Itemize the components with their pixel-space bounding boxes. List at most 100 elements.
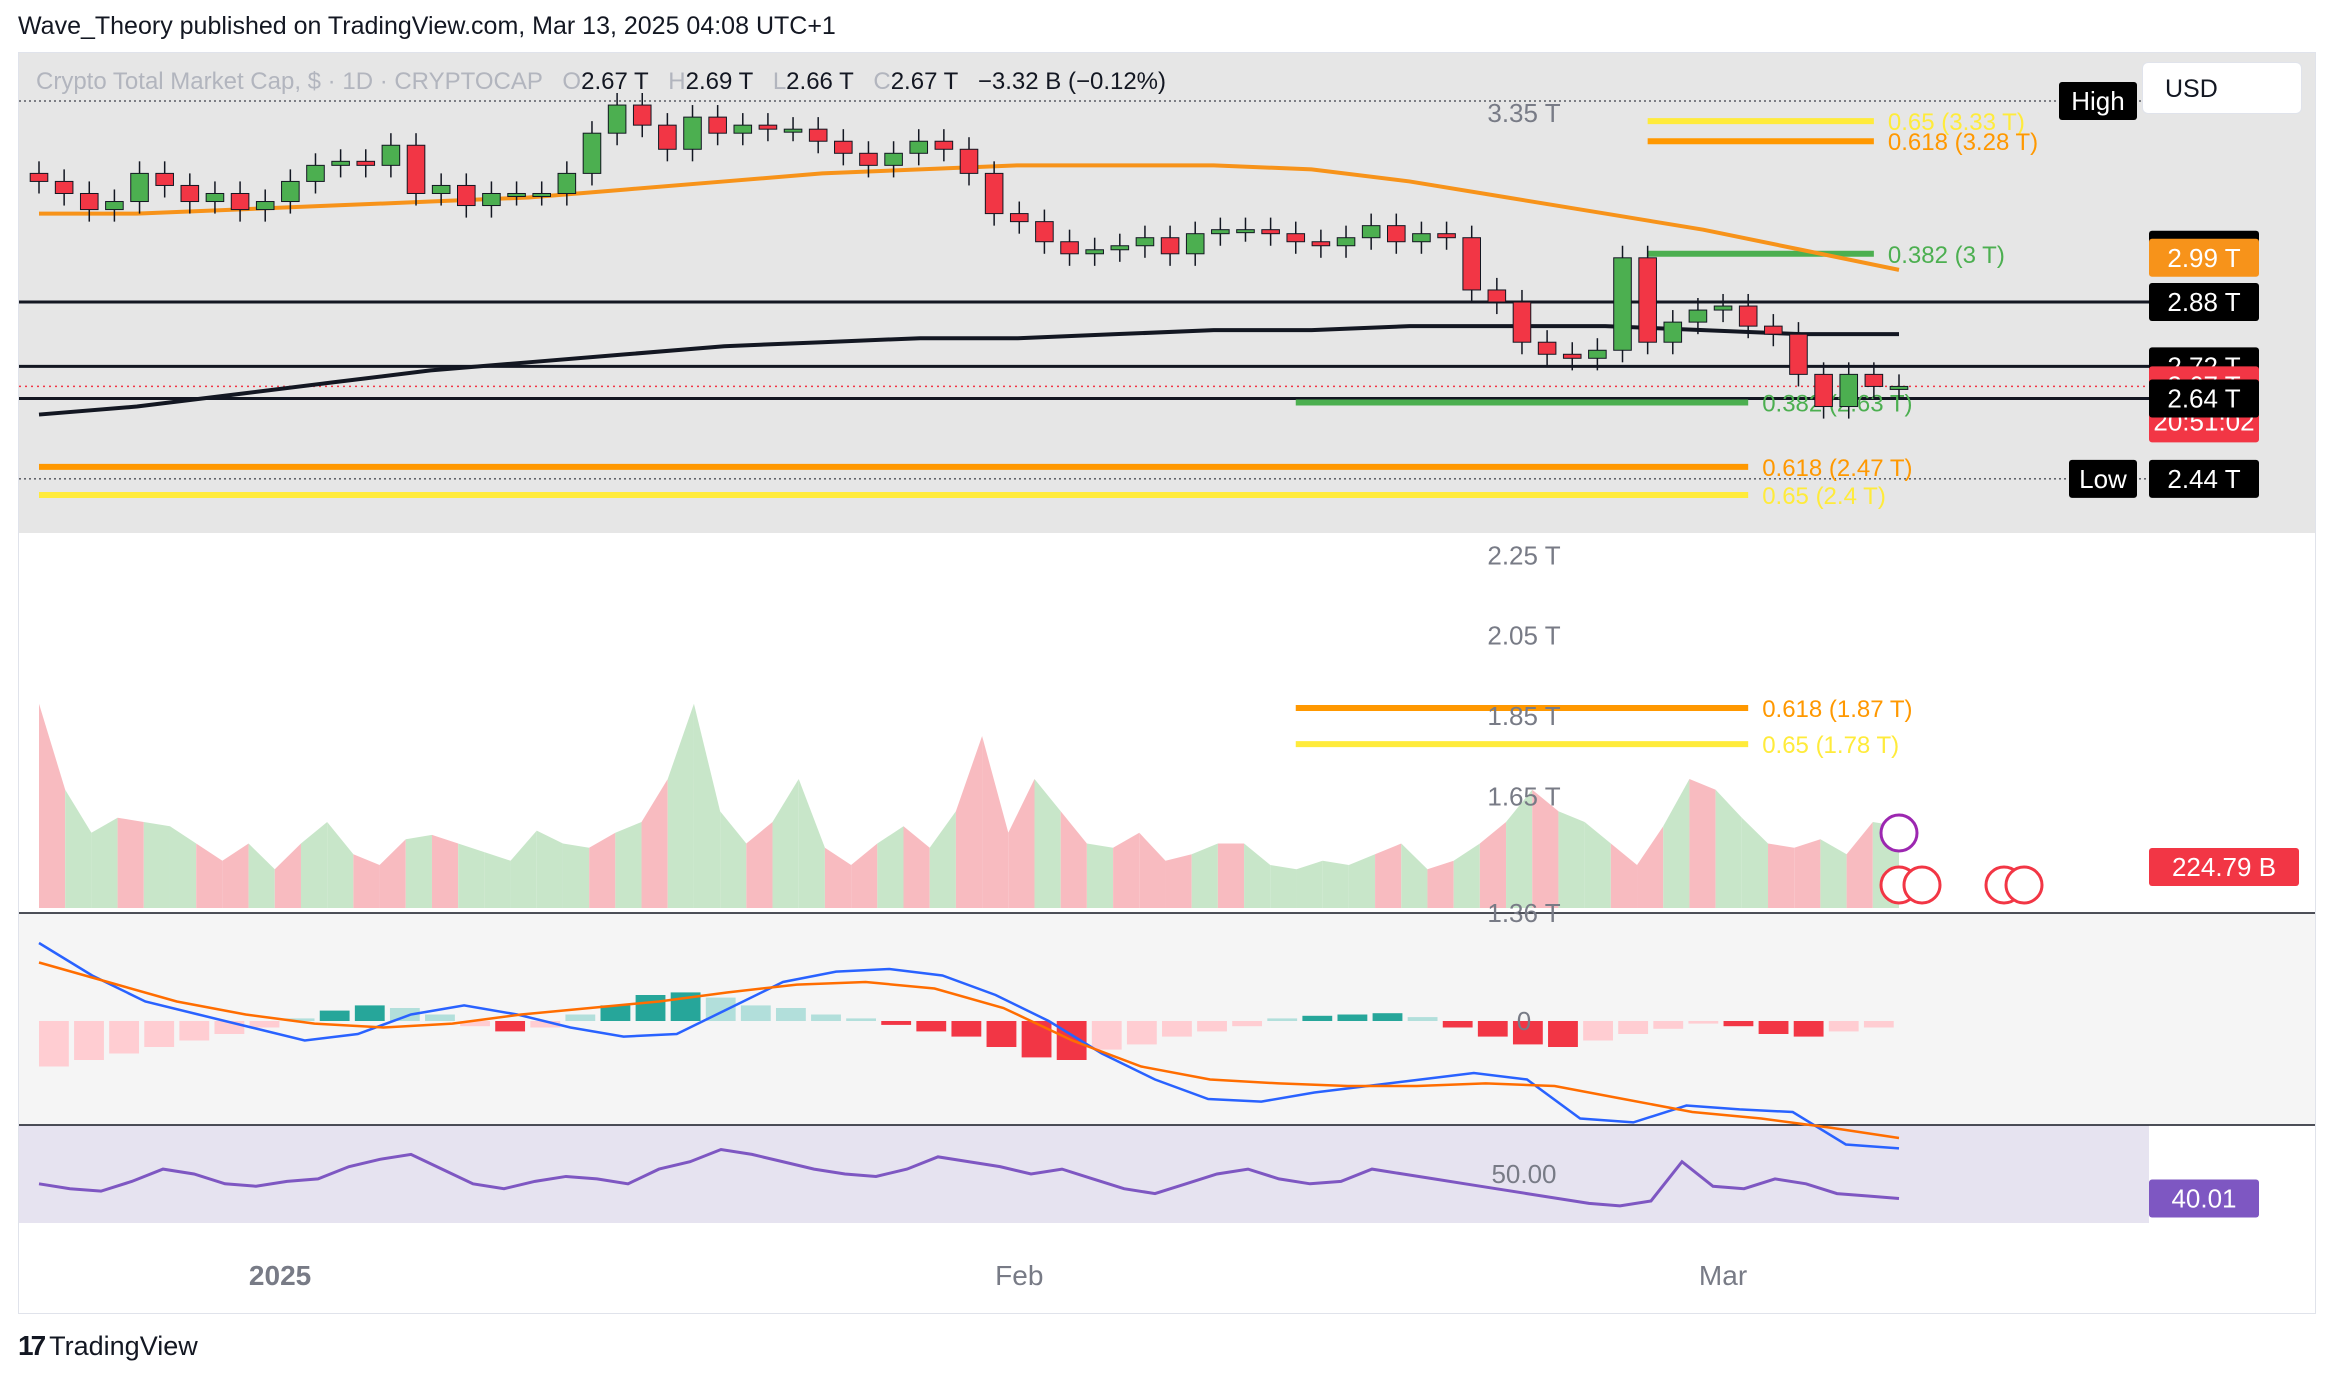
macd-histogram-bar [1197, 1021, 1227, 1032]
volume-area [1375, 843, 1402, 908]
currency-button[interactable]: USD [2142, 62, 2302, 114]
fib-level-label: 0.382 (3 T) [1888, 242, 2005, 269]
volume-area [667, 703, 694, 908]
macd-histogram-bar [144, 1021, 175, 1047]
chart-frame[interactable]: 0.65 (3.33 T) 0.618 (3.28 T) 0.382 (3 T) 0.… [18, 52, 2316, 1314]
price-pane-bg [19, 53, 2315, 533]
macd-signal-line [38, 961, 1900, 1140]
volume-area [1322, 860, 1349, 908]
candle-body [1361, 225, 1381, 239]
tradingview-footer[interactable]: 17 TradingView [18, 1330, 198, 1362]
volume-area [143, 822, 170, 908]
candle-body [306, 164, 325, 182]
symbol-label[interactable]: Crypto Total Market Cap, $ · 1D · CRYPTO… [36, 68, 543, 95]
change-value: −3.32 B (−0.12%) [977, 68, 1167, 95]
candle-body [29, 172, 49, 182]
macd-histogram-bar [951, 1021, 982, 1037]
tradingview-brand: TradingView [49, 1330, 198, 1361]
macd-histogram-bar [846, 1018, 876, 1021]
macd-histogram-bar [1688, 1021, 1719, 1024]
low-marker [2069, 459, 2137, 498]
volume-area [274, 843, 301, 908]
volume-area [458, 843, 485, 908]
volume-area [1610, 843, 1638, 908]
low-marker-label: Low [2079, 464, 2127, 494]
volume-area [536, 830, 563, 908]
macd-line [38, 941, 1900, 1150]
volume-area [851, 843, 878, 908]
volume-area [1532, 789, 1559, 908]
volume-area [1663, 779, 1690, 908]
volume-area [39, 703, 66, 908]
candle-body [482, 192, 501, 207]
volume-area [1139, 832, 1166, 908]
candle-body [331, 160, 350, 166]
price-badge-label: 2.44 T [2167, 464, 2240, 494]
macd-histogram-bar [1828, 1021, 1859, 1032]
candle-body [406, 144, 426, 194]
rsi-line [38, 1147, 1900, 1208]
candle-body [1009, 213, 1029, 223]
candle-body [884, 152, 903, 166]
candle-body [79, 192, 99, 211]
candle-body [1839, 373, 1859, 408]
chart-canvas[interactable]: 0.65 (3.33 T)0.618 (3.28 T) 0.382 (3 T) 0.… [19, 53, 2315, 1313]
high-label: H [668, 68, 686, 95]
macd-histogram-bar [1407, 1017, 1438, 1021]
candle-body [758, 124, 778, 130]
candle-body [582, 132, 602, 174]
macd-histogram-bar [39, 1021, 69, 1067]
macd-histogram-bar [284, 1018, 315, 1021]
price-badge [2149, 283, 2259, 322]
macd-histogram-bar [495, 1021, 526, 1032]
candle-body [1814, 373, 1833, 408]
candle-body [281, 180, 300, 203]
macd-histogram-bar [775, 1008, 806, 1021]
sma-200-line [38, 324, 1899, 417]
macd-histogram-bar [109, 1021, 140, 1054]
volume-area [327, 822, 354, 908]
candle-body [984, 172, 1004, 215]
macd-histogram-bar [354, 1005, 385, 1021]
candle-body [683, 116, 702, 150]
candle-body [1185, 233, 1205, 255]
volume-area [1034, 779, 1061, 908]
macd-histogram-bar [74, 1021, 104, 1060]
y-axis-tick-label: 1.36 T [1487, 898, 1560, 928]
volume-area [1008, 779, 1035, 908]
volume-area [772, 779, 799, 908]
candle-body [557, 172, 577, 194]
volume-area [1794, 839, 1821, 908]
y-axis-tick-label: 2.05 T [1487, 621, 1560, 651]
fib-level-label: 0.618 (1.87 T) [1762, 696, 1912, 723]
close-value: 2.67 T [890, 68, 958, 95]
volume-area [1086, 843, 1114, 908]
open-value: 2.67 T [581, 68, 649, 95]
macd-histogram-bar [1091, 1021, 1122, 1050]
candle-body [1336, 237, 1356, 247]
candle-body [1462, 237, 1481, 291]
candle-body [1437, 233, 1456, 239]
volume-area [353, 854, 380, 908]
candle-body [607, 104, 627, 134]
rsi-badge-label: 40.01 [2171, 1183, 2236, 1213]
volume-area [91, 817, 118, 908]
macd-histogram-bar [1477, 1021, 1508, 1037]
candle-body [1412, 233, 1431, 243]
candle-body [1789, 333, 1808, 375]
candle-body [431, 184, 451, 194]
volume-area [1217, 843, 1245, 908]
price-badge-label: 2.88 T [2167, 287, 2240, 317]
volume-area [1479, 822, 1507, 908]
macd-histogram-bar [460, 1021, 490, 1027]
candle-body [1035, 221, 1054, 243]
candle-body [909, 140, 929, 154]
y-axis-tick-label: 2.25 T [1487, 540, 1560, 570]
volume-area [222, 843, 249, 908]
macd-histogram-bar [811, 1014, 841, 1021]
candle-body [1764, 325, 1783, 335]
volume-area [693, 703, 721, 908]
tradingview-logo-icon: 17 [18, 1330, 46, 1361]
volume-area [65, 789, 92, 908]
macd-histogram-bar [1302, 1015, 1333, 1021]
